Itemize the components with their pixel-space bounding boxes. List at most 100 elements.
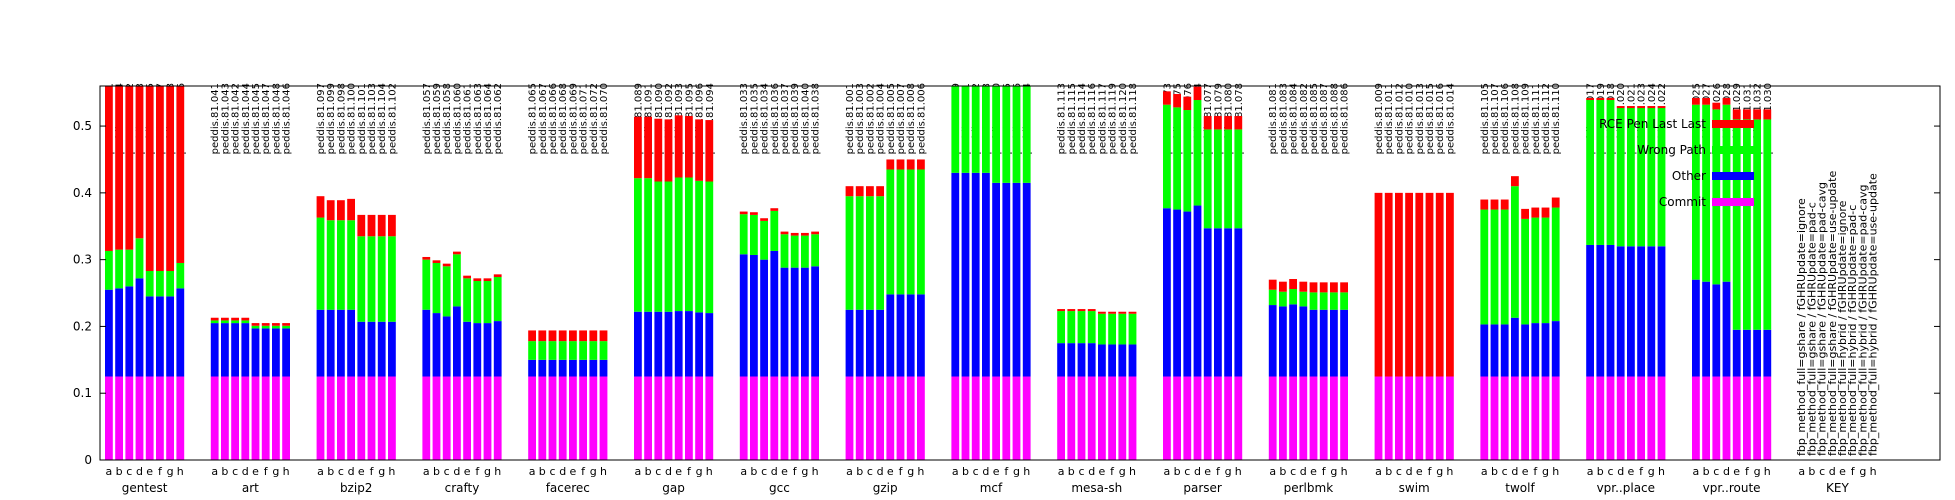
run-label: peddis.81.015 [1425, 83, 1436, 154]
bar-segment-commit [780, 376, 789, 460]
bar-letter: f [1428, 465, 1433, 478]
group-label: gzip [873, 481, 898, 495]
bar-segment-wrong-path [896, 169, 905, 295]
bar-group-parser [1163, 86, 1243, 460]
run-label: peddis.81.100 [347, 83, 358, 154]
bar-segment-commit [282, 376, 290, 460]
bar-segment-rce-pen-last-last [705, 120, 714, 182]
bar-segment-commit [1279, 376, 1287, 460]
bar-segment-commit [1732, 376, 1741, 460]
bar-segment-wrong-path [473, 281, 482, 324]
bar-segment-rce-pen-last-last [1128, 311, 1137, 314]
key-entry: fbp_method_full=gshare / fGHRUpdate=pad-… [1805, 202, 1818, 456]
bar-segment-other [1551, 321, 1560, 377]
bar-segment-other [906, 294, 915, 377]
bar-segment-rce-pen-last-last [1330, 282, 1338, 293]
bar-segment-commit [1480, 376, 1489, 460]
bar-letter: b [1491, 465, 1498, 478]
run-label: peddis.81.005 [886, 83, 897, 154]
bar-segment-wrong-path [644, 178, 652, 312]
bar-segment-other [156, 296, 164, 377]
bar-segment-commit [917, 376, 925, 460]
bar-segment-commit [579, 376, 587, 460]
bar-segment-other [845, 309, 854, 377]
y-tick-label: 0.5 [73, 119, 92, 133]
bar-segment-rce-pen-last-last [664, 119, 673, 182]
bar-segment-rce-pen-last-last [886, 159, 895, 170]
bar-segment-wrong-path [1330, 292, 1338, 310]
run-label: peddis.81.057 [422, 83, 433, 154]
bar-letter: a [740, 465, 747, 478]
bar-letter: f [1851, 465, 1856, 478]
bar-segment-commit [1374, 376, 1383, 460]
bar-segment-commit [1435, 376, 1444, 460]
bar-segment-commit [1108, 376, 1116, 460]
bar-segment-commit [1012, 376, 1021, 460]
bar-segment-commit [1340, 376, 1348, 460]
bar-segment-commit [1722, 376, 1731, 460]
bar-letter: b [116, 465, 123, 478]
bar-segment-commit [558, 376, 567, 460]
bar-segment-commit [166, 376, 174, 460]
bar-segment-other [1712, 284, 1721, 377]
bar-letter: g [484, 465, 491, 478]
bar-segment-commit [1627, 376, 1635, 460]
bar-segment-commit [1511, 376, 1519, 460]
key-entry: fbp_method_full=gshare / fGHRUpdate=igno… [1795, 198, 1808, 456]
bar-segment-rce-pen-last-last [166, 86, 174, 271]
bar-segment-rce-pen-last-last [251, 323, 260, 326]
run-label: peddis.81.107 [1490, 83, 1501, 154]
bar-segment-rce-pen-last-last [1446, 192, 1454, 377]
bar-segment-wrong-path [337, 220, 345, 310]
bar-segment-commit [1203, 376, 1212, 460]
bar-segment-wrong-path [1657, 108, 1666, 247]
bar-letter: b [1597, 465, 1604, 478]
bar-letter: e [993, 465, 1000, 478]
bar-segment-commit [790, 376, 799, 460]
bar-group-gcc [739, 208, 819, 460]
bar-letter: a [1587, 465, 1594, 478]
bar-segment-commit [241, 376, 250, 460]
run-label: peddis.81.002 [865, 83, 876, 154]
bar-segment-commit [347, 376, 355, 460]
run-label: peddis.81.110 [1551, 83, 1562, 154]
bar-segment-commit [1490, 376, 1499, 460]
bar-segment-wrong-path [1234, 129, 1243, 229]
run-label: peddis.81.041 [210, 83, 221, 154]
bar-segment-other [1203, 228, 1212, 377]
bar-segment-other [1616, 246, 1625, 377]
bar-segment-rce-pen-last-last [432, 260, 441, 263]
bar-segment-other [282, 328, 290, 377]
bar-segment-commit [750, 376, 758, 460]
bar-segment-wrong-path [241, 320, 250, 324]
bar-segment-commit [811, 376, 819, 460]
bar-group-twolf [1480, 176, 1560, 460]
bar-segment-commit [221, 376, 229, 460]
bar-segment-wrong-path [558, 341, 567, 360]
bar-segment-rce-pen-last-last [1521, 208, 1529, 219]
bar-segment-other [1002, 182, 1011, 377]
bar-segment-rce-pen-last-last [1193, 86, 1202, 101]
bar-segment-other [1319, 309, 1328, 377]
bar-segment-other [1077, 343, 1086, 377]
bar-segment-other [166, 296, 174, 377]
bar-segment-other [125, 286, 134, 377]
bar-segment-rce-pen-last-last [917, 159, 925, 170]
bar-segment-commit [231, 376, 239, 460]
run-label: peddis.81.099 [326, 83, 337, 154]
bar-segment-commit [442, 376, 451, 460]
bar-segment-commit [1289, 376, 1297, 460]
run-label: peddis.81.106 [1500, 83, 1511, 154]
bar-segment-wrong-path [917, 169, 925, 295]
bar-segment-rce-pen-last-last [176, 86, 185, 263]
bar-segment-wrong-path [971, 86, 980, 173]
bar-segment-commit [367, 376, 376, 460]
run-label: peddis.81.061 [463, 83, 474, 154]
bar-segment-commit [316, 376, 325, 460]
run-label: peddis.81.069 [568, 83, 579, 154]
bar-segment-wrong-path [432, 262, 441, 314]
bar-segment-commit [654, 376, 663, 460]
bar-segment-commit [145, 376, 154, 460]
run-label: peddis.81.088 [1329, 83, 1340, 154]
bar-letter: a [317, 465, 324, 478]
